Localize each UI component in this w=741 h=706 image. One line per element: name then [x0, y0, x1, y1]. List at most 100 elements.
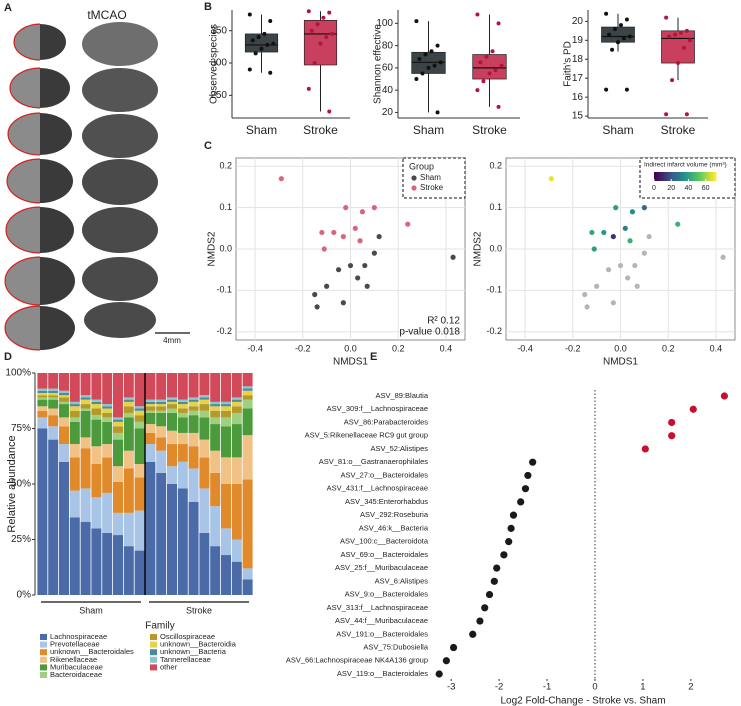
bar-segment [210, 404, 221, 407]
y-axis-label: NMDS2 [473, 231, 484, 266]
data-point [405, 221, 411, 227]
bar-segment [167, 399, 177, 402]
bar-segment [59, 461, 69, 595]
bar-segment [242, 568, 253, 580]
data-point [449, 643, 458, 652]
bar-segment [210, 472, 221, 507]
bar-segment [37, 373, 48, 389]
bar-segment [69, 373, 80, 402]
bar-segment [177, 404, 188, 409]
bar-segment [210, 410, 221, 418]
legend-label: other [160, 662, 178, 671]
colorbar-tick-label: 60 [702, 185, 710, 192]
bar-segment [210, 506, 221, 547]
data-point [435, 670, 443, 678]
y-tick-label: ASV_75:Dubosiella [363, 643, 428, 652]
bar-segment [80, 488, 91, 522]
data-point [681, 45, 686, 50]
data-point [493, 564, 501, 572]
scale-bar-label: 4mm [163, 336, 181, 345]
y-tick-label: 350 [210, 25, 227, 36]
data-point [414, 77, 419, 82]
legend-marker [411, 175, 417, 181]
data-point [613, 205, 619, 211]
y-tick-label: -0.2 [486, 326, 502, 336]
data-point [371, 205, 377, 211]
data-point [327, 10, 332, 15]
bar-segment [91, 404, 102, 409]
bar-segment [59, 392, 69, 396]
bar-segment [167, 466, 177, 484]
colorbar-cell [692, 172, 696, 181]
data-point [426, 65, 431, 70]
data-point [435, 110, 440, 115]
data-point [589, 229, 595, 236]
bar-segment [199, 439, 210, 458]
data-point [622, 225, 628, 231]
bar-segment [242, 395, 253, 400]
data-point [500, 551, 508, 559]
data-point [613, 26, 618, 31]
bar-segment [123, 412, 134, 418]
bar-segment [242, 435, 253, 480]
bar-segment [188, 468, 199, 502]
y-tick-label: ASV_27:o__Bacteroidales [340, 470, 428, 479]
bar-segment [59, 404, 69, 418]
colorbar-cell [659, 172, 663, 181]
bar-segment [199, 532, 210, 595]
y-tick-label: ASV_89:Blautia [375, 391, 428, 400]
bar-segment [59, 397, 69, 402]
data-point [352, 225, 358, 231]
bar-segment [188, 401, 199, 407]
bar-segment [48, 399, 59, 409]
bar-segment [134, 410, 145, 416]
x-tick-label: Stroke [303, 123, 338, 137]
x-tick-label: -2 [495, 682, 503, 693]
legend-label: Bacteroidaceae [50, 670, 102, 679]
legend-label: unknown__Bacteroidales [50, 647, 134, 656]
x-axis-label: Log2 Fold-Change - Stroke vs. Sham [500, 696, 665, 706]
bar-segment [145, 401, 156, 405]
bar-segment [188, 397, 199, 400]
brain-slice [82, 207, 158, 253]
bar-segment [145, 406, 156, 411]
data-point [253, 51, 258, 56]
x-tick-label: 0.2 [662, 343, 675, 353]
bar-segment [145, 432, 156, 445]
data-point [584, 304, 590, 310]
bar-segment [231, 424, 242, 458]
data-point [664, 15, 669, 20]
bar-segment [145, 410, 156, 413]
y-tick-label: 0.2 [489, 161, 502, 171]
bar-segment [167, 412, 177, 431]
data-point [357, 238, 363, 244]
x-tick-label: -0.4 [517, 343, 533, 353]
data-point [319, 229, 325, 236]
bar-segment [80, 437, 91, 449]
data-point [432, 63, 437, 68]
bar-segment [177, 488, 188, 595]
colorbar-tick-label: 20 [667, 185, 675, 192]
data-point [687, 38, 692, 43]
data-point [673, 32, 678, 37]
bar-segment [167, 430, 177, 445]
colorbar-cell [679, 172, 683, 181]
legend-swatch [150, 664, 157, 671]
data-point [678, 30, 683, 35]
colorbar-cell [710, 172, 714, 181]
bar-segment [221, 404, 231, 407]
y-tick-label: 40 [382, 85, 394, 96]
bar-segment [69, 406, 80, 411]
bar-segment [80, 521, 91, 595]
bar-segment [167, 373, 177, 398]
data-point [641, 445, 649, 453]
bar-segment [156, 399, 167, 402]
data-point [250, 38, 255, 43]
data-point [247, 12, 252, 17]
y-axis-label: Shannon effective [373, 24, 384, 104]
data-point [362, 262, 368, 269]
bar-segment [231, 457, 242, 484]
data-point [618, 23, 623, 28]
data-point [475, 12, 480, 17]
